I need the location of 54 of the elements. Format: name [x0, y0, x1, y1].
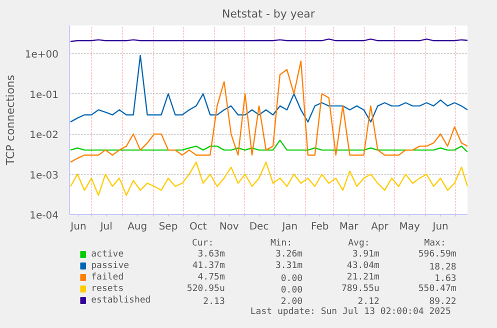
text: 596.59m — [418, 250, 456, 260]
legend-label: resets — [91, 284, 124, 294]
text: 520.95u — [186, 284, 225, 294]
chart-title: Netstat - by year — [222, 8, 316, 20]
x-tick-label: Dec — [249, 222, 269, 232]
x-tick-label: Jun — [70, 222, 86, 232]
text: 89.22 — [429, 297, 456, 307]
y-tick-label: 1e-03 — [30, 170, 59, 182]
y-axis-title: TCP connections — [4, 74, 17, 166]
text: 3.26m — [275, 250, 303, 260]
text: 18.28 — [429, 262, 456, 272]
legend-label: failed — [91, 272, 124, 282]
legend-label: passive — [91, 261, 130, 271]
text: 21.21m — [346, 272, 380, 282]
x-tick-label: Jun — [432, 222, 448, 232]
text: Avg: — [348, 238, 370, 248]
text: Last update: Sun Jul 13 02:00:04 2025 — [250, 307, 451, 317]
y-tick-label: 1e-04 — [30, 210, 59, 222]
x-tick-label: Feb — [311, 222, 329, 232]
text: 3.63m — [198, 250, 225, 260]
x-tick-label: Sep — [158, 222, 178, 232]
text: 0.00 — [280, 274, 303, 284]
y-tick-label: 1e-01 — [30, 90, 59, 101]
x-tick-label: Jan — [281, 222, 298, 232]
text: 41.37m — [192, 261, 225, 271]
text: 3.31m — [275, 261, 303, 271]
text: 2.13 — [203, 297, 225, 307]
text: 43.04m — [346, 261, 380, 271]
line-series — [70, 162, 468, 196]
line-series — [70, 54, 468, 123]
text: 2.12 — [358, 297, 380, 307]
x-tick-label: Jul — [99, 222, 112, 232]
text: 1.63 — [434, 274, 456, 284]
text: Cur: — [192, 238, 214, 248]
x-tick-label: Aug — [128, 222, 148, 232]
y-tick-label: 1e-02 — [30, 130, 59, 142]
text: 3.91m — [352, 250, 380, 260]
text: 4.75m — [198, 272, 225, 282]
text: 789.55u — [341, 284, 380, 294]
legend-label: active — [91, 250, 124, 260]
x-tick-label: Oct — [190, 222, 207, 232]
text: 0.00 — [280, 286, 303, 296]
line-series — [70, 60, 468, 163]
x-tick-label: May — [399, 222, 420, 232]
text: 2.00 — [280, 297, 303, 307]
legend-label: established — [91, 296, 151, 306]
x-tick-label: Nov — [219, 222, 239, 232]
x-tick-label: Mar — [339, 222, 360, 232]
text: 550.47m — [418, 284, 456, 294]
y-tick-label: 1e+00 — [24, 50, 59, 61]
line-series — [70, 140, 468, 153]
text: Max: — [424, 238, 446, 248]
text: Min: — [270, 238, 292, 248]
x-tick-label: Apr — [371, 222, 390, 232]
